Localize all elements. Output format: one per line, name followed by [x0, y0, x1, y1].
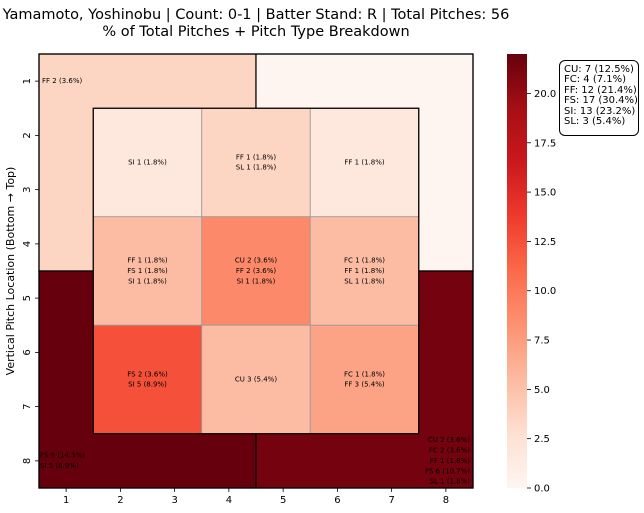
zone-cell-label: FF 1 (1.8%) — [127, 257, 167, 265]
outer-zone-label: FC 2 (3.6%) — [429, 446, 470, 454]
zone-cell — [309, 324, 420, 435]
zone-cell-label: SL 1 (1.8%) — [344, 277, 385, 285]
colorbar-tick-label: 15.0 — [534, 188, 556, 199]
zone-cell-label: SI 1 (1.8%) — [128, 159, 167, 167]
outer-zone-label: CU 2 (3.6%) — [428, 436, 470, 444]
summary-line: FS: 17 (30.4%) — [564, 95, 638, 107]
x-tick-label: 6 — [334, 495, 340, 506]
zone-cell — [309, 216, 420, 326]
zone-cell-label: FF 1 (1.8%) — [236, 153, 276, 161]
colorbar-tick-label: 2.5 — [534, 434, 550, 445]
outer-zone-label: SL 1 (1.8%) — [430, 478, 471, 486]
zone-cell-label: SI 1 (1.8%) — [128, 277, 167, 285]
x-tick-label: 1 — [63, 495, 69, 506]
zone-cell-label: FF 1 (1.8%) — [344, 267, 384, 275]
colorbar-tick-label: 0.0 — [534, 484, 550, 495]
colorbar-tick-label: 20.0 — [534, 89, 556, 100]
zone-cell-label: CU 2 (3.6%) — [235, 257, 277, 265]
zone-cell — [201, 324, 311, 435]
zone-cell-label: CU 3 (5.4%) — [235, 376, 277, 384]
summary-line: SL: 3 (5.4%) — [564, 116, 626, 128]
zone-cell-label: SL 1 (1.8%) — [236, 164, 277, 172]
outer-zone-label: SI 5 (8.9%) — [40, 462, 79, 470]
pitch-type-summary: CU: 7 (12.5%) FC: 4 (7.1%) FF: 12 (21.4%… — [559, 60, 639, 136]
y-tick-label: 6 — [22, 349, 33, 355]
zone-cell — [92, 324, 203, 435]
zone-cell-label: SI 1 (1.8%) — [237, 277, 276, 285]
x-tick-label: 5 — [280, 495, 286, 506]
zone-cell — [92, 216, 203, 326]
zone-cell — [92, 107, 203, 218]
colorbar-tick-label: 17.5 — [534, 138, 556, 149]
summary-line: FC: 4 (7.1%) — [564, 74, 627, 86]
zone-cell-label: FC 1 (1.8%) — [344, 257, 385, 265]
y-tick-label: 7 — [22, 403, 33, 409]
zone-cell-label: FS 2 (3.6%) — [127, 370, 168, 378]
zone-cell-label: FF 2 (3.6%) — [236, 267, 276, 275]
colorbar-tick-label: 10.0 — [534, 286, 556, 297]
colorbar — [507, 54, 527, 488]
y-tick-label: 1 — [22, 78, 33, 84]
strike-zone-border — [92, 107, 420, 435]
zone-labels: FF 2 (3.6%) FS 8 (14.3%) SI 5 (8.9%) CU 2 (… — [40, 77, 470, 486]
zone-cell-label: FC 1 (1.8%) — [344, 370, 385, 378]
zone-cell-label: FS 1 (1.8%) — [127, 267, 168, 275]
outer-zone-label: FS 6 (10.7%) — [425, 467, 470, 475]
y-tick-label: 8 — [22, 458, 33, 464]
outer-zone-label: FS 8 (14.3%) — [40, 452, 85, 460]
colorbar-tick-label: 12.5 — [534, 237, 556, 248]
colorbar-ticks: 0.0 2.5 5.0 7.5 10.0 12.5 15.0 17.5 20.0 — [527, 89, 556, 495]
y-tick-label: 4 — [22, 241, 33, 247]
strike-zone-grid — [92, 107, 420, 435]
zone-cell-label: FF 1 (1.8%) — [344, 159, 384, 167]
x-tick-label: 8 — [443, 495, 449, 506]
zone-cell — [201, 107, 311, 218]
outer-zone-label: FF 1 (1.8%) — [430, 457, 470, 465]
y-axis-label: Vertical Pitch Location (Bottom → Top) — [4, 167, 17, 376]
chart-subtitle: % of Total Pitches + Pitch Type Breakdow… — [102, 24, 409, 40]
x-tick-label: 3 — [171, 495, 177, 506]
outer-zone-label: FF 2 (3.6%) — [42, 77, 82, 85]
y-tick-label: 2 — [22, 132, 33, 138]
chart-title: Yamamoto, Yoshinobu | Count: 0-1 | Batte… — [2, 7, 510, 23]
summary-line: SI: 13 (23.2%) — [564, 105, 636, 117]
x-tick-label: 2 — [117, 495, 123, 506]
axes: 1 2 3 4 5 6 7 8 1 2 3 4 5 6 7 8 — [22, 53, 474, 506]
x-tick-label: 4 — [226, 495, 232, 506]
x-tick-label: 7 — [388, 495, 394, 506]
summary-line: CU: 7 (12.5%) — [564, 64, 634, 75]
y-tick-label: 5 — [22, 295, 33, 301]
colorbar-tick-label: 5.0 — [534, 385, 550, 396]
zone-cell-label: FF 3 (5.4%) — [344, 381, 384, 389]
summary-line: FF: 12 (21.4%) — [564, 84, 637, 96]
zone-cell-label: SI 5 (8.9%) — [128, 381, 167, 389]
y-tick-label: 3 — [22, 186, 33, 192]
colorbar-tick-label: 7.5 — [534, 336, 550, 347]
plot-frame — [38, 53, 474, 489]
